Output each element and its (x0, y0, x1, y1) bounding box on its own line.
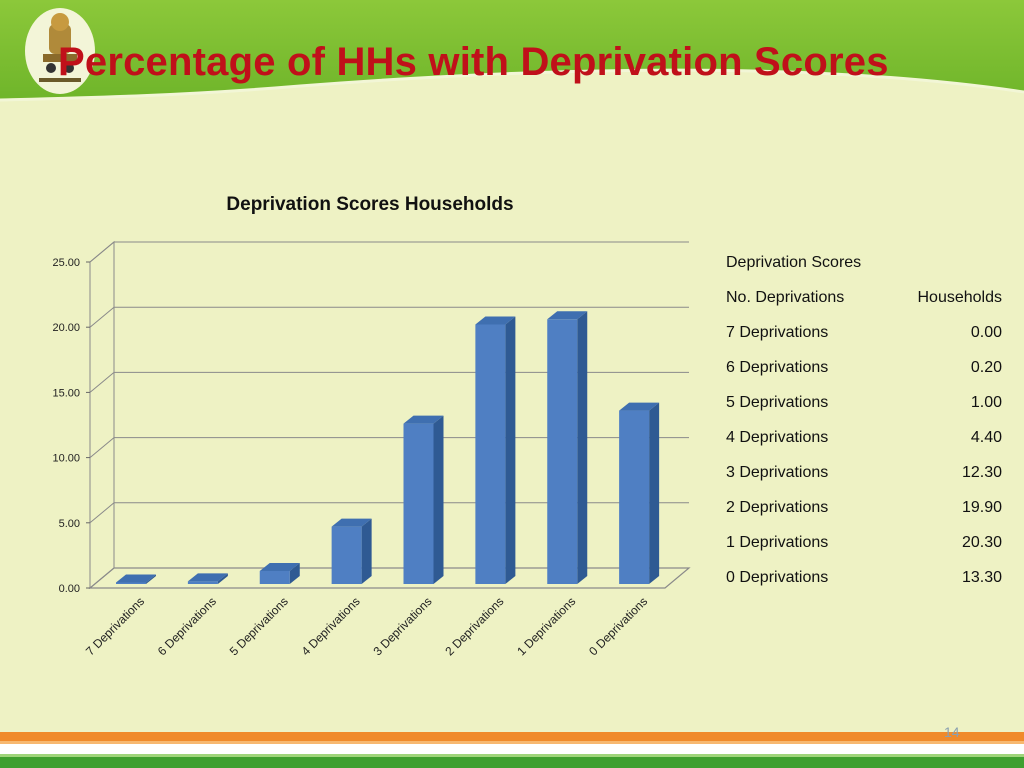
bar (259, 570, 290, 584)
table-cell-value: 12.30 (961, 464, 1002, 481)
bar-side (577, 311, 588, 584)
table-cell-value: 4.40 (970, 429, 1002, 446)
table-cell-label: 2 Deprivations (726, 499, 829, 516)
bar (619, 410, 650, 584)
table-cell-value: 20.30 (961, 534, 1002, 551)
table-cell-value: 13.30 (961, 569, 1002, 586)
table-row: 0 Deprivations 13.30 (726, 563, 1002, 598)
bar (116, 582, 146, 584)
table-header-households: Households (917, 289, 1003, 306)
gridline (89, 437, 689, 458)
table-cell-value: 0.20 (970, 359, 1002, 376)
table-cell-label: 6 Deprivations (726, 359, 829, 376)
gridline (89, 306, 689, 328)
table-cell-value: 0.00 (970, 324, 1002, 341)
table-row: 7 Deprivations 0.00 (726, 318, 1002, 353)
table-cell-label: 1 Deprivations (726, 534, 829, 551)
bar-side (649, 402, 660, 584)
table-row: 2 Deprivations 19.90 (726, 493, 1002, 528)
bar-side (433, 415, 444, 584)
bar-side (361, 518, 372, 584)
x-tick-label: 5 Deprivations (227, 594, 291, 658)
x-tick-label: 2 Deprivations (442, 594, 506, 658)
x-tick-label: 4 Deprivations (299, 594, 363, 658)
table-row: 4 Deprivations 4.40 (726, 423, 1002, 458)
x-tick-label: 6 Deprivations (155, 594, 219, 658)
y-tick-label: 20.00 (52, 322, 80, 334)
table-title: Deprivation Scores (726, 254, 862, 271)
header-band (0, 0, 1024, 102)
table-row: 1 Deprivations 20.30 (726, 528, 1002, 563)
page-number: 14 (944, 724, 960, 740)
x-tick-label: 1 Deprivations (514, 594, 578, 658)
table-header-deprivations: No. Deprivations (726, 289, 845, 306)
gridline (89, 502, 689, 524)
table-cell-value: 1.00 (970, 394, 1002, 411)
chart-title: Deprivation Scores Households (226, 194, 514, 215)
gridline (89, 241, 689, 263)
bar (475, 324, 506, 584)
footer-stripes (0, 732, 1024, 768)
bar-top (619, 402, 660, 411)
bar-top (259, 562, 300, 571)
table-cell-label: 4 Deprivations (726, 429, 829, 446)
bar-chart: 0.00 5.00 10.00 15.00 20.00 25.00 7 Deprivatio… (52, 240, 691, 658)
chart-floor (88, 567, 691, 589)
y-tick-label: 15.00 (52, 387, 80, 399)
x-tick-label: 0 Deprivations (586, 594, 650, 658)
bar-side (289, 562, 300, 584)
bar (187, 581, 218, 584)
table-header-row: No. Deprivations Households (726, 283, 1002, 318)
table-cell-label: 7 Deprivations (726, 324, 829, 341)
x-tick-label: 3 Deprivations (370, 594, 434, 658)
table-cell-label: 0 Deprivations (726, 569, 829, 586)
table-cell-value: 19.90 (961, 499, 1002, 516)
table-row: 6 Deprivations 0.20 (726, 353, 1002, 388)
table-title-row: Deprivation Scores (726, 248, 1002, 283)
slide-title: Percentage of HHs with Deprivation Score… (58, 40, 889, 84)
bar-side (146, 574, 156, 584)
bar-top (403, 415, 444, 424)
bar (547, 319, 578, 584)
table-cell-label: 3 Deprivations (726, 464, 829, 481)
y-tick-label: 5.00 (59, 518, 80, 530)
bar (331, 526, 362, 584)
table-row: 3 Deprivations 12.30 (726, 458, 1002, 493)
bar-side (217, 573, 228, 584)
bar-top (475, 316, 516, 325)
bar-top (187, 573, 228, 582)
table-row: 5 Deprivations 1.00 (726, 388, 1002, 423)
bar-top (331, 518, 372, 527)
x-tick-label: 7 Deprivations (83, 594, 147, 658)
emblem-icon (25, 8, 95, 94)
y-tick-label: 0.00 (59, 583, 80, 595)
gridline (89, 371, 689, 393)
table-cell-label: 5 Deprivations (726, 394, 829, 411)
bar-top (116, 574, 156, 583)
data-table: Deprivation Scores No. Deprivations Hous… (726, 248, 1002, 598)
chart-side-wall (89, 240, 115, 590)
bar-top (547, 311, 588, 320)
bar (403, 423, 434, 584)
bar-side (505, 316, 516, 584)
y-tick-label: 10.00 (52, 453, 80, 465)
y-tick-label: 25.00 (52, 257, 80, 269)
